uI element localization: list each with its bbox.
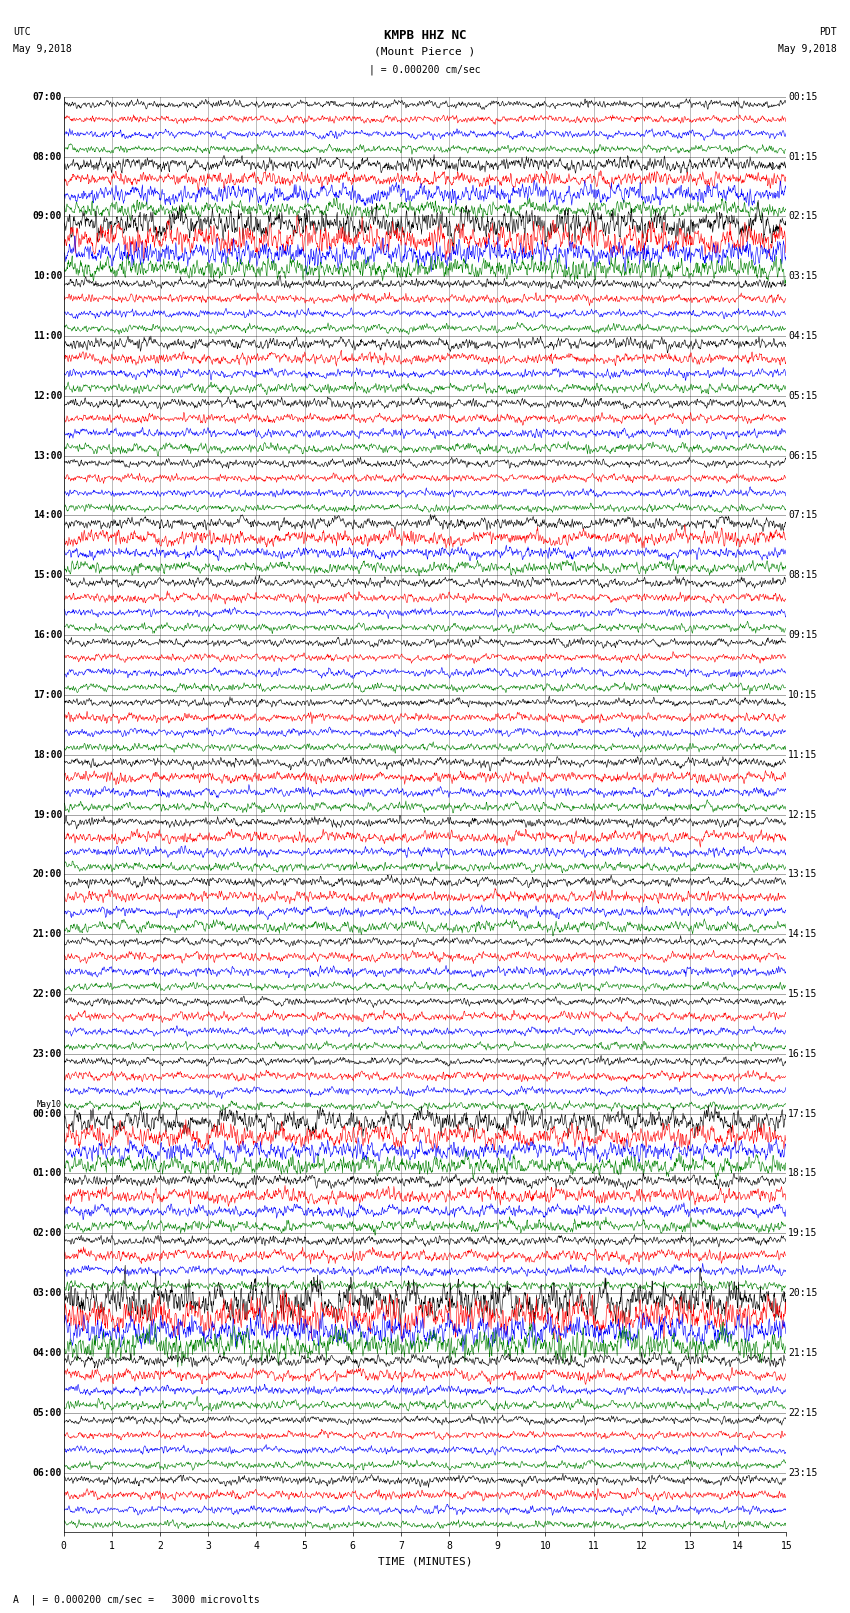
Text: 17:00: 17:00 xyxy=(32,690,62,700)
Text: 05:00: 05:00 xyxy=(32,1408,62,1418)
X-axis label: TIME (MINUTES): TIME (MINUTES) xyxy=(377,1557,473,1566)
Text: 19:15: 19:15 xyxy=(788,1227,818,1239)
Text: 13:00: 13:00 xyxy=(32,450,62,461)
Text: 06:15: 06:15 xyxy=(788,450,818,461)
Text: 14:15: 14:15 xyxy=(788,929,818,939)
Text: 18:15: 18:15 xyxy=(788,1168,818,1179)
Text: | = 0.000200 cm/sec: | = 0.000200 cm/sec xyxy=(369,65,481,76)
Text: 21:00: 21:00 xyxy=(32,929,62,939)
Text: PDT: PDT xyxy=(819,27,837,37)
Text: 12:15: 12:15 xyxy=(788,810,818,819)
Text: 09:15: 09:15 xyxy=(788,631,818,640)
Text: 11:00: 11:00 xyxy=(32,331,62,340)
Text: 00:15: 00:15 xyxy=(788,92,818,102)
Text: 03:00: 03:00 xyxy=(32,1289,62,1298)
Text: 03:15: 03:15 xyxy=(788,271,818,281)
Text: 07:00: 07:00 xyxy=(32,92,62,102)
Text: 08:15: 08:15 xyxy=(788,571,818,581)
Text: KMPB HHZ NC: KMPB HHZ NC xyxy=(383,29,467,42)
Text: 07:15: 07:15 xyxy=(788,510,818,521)
Text: 05:15: 05:15 xyxy=(788,390,818,402)
Text: A  | = 0.000200 cm/sec =   3000 microvolts: A | = 0.000200 cm/sec = 3000 microvolts xyxy=(13,1594,259,1605)
Text: 11:15: 11:15 xyxy=(788,750,818,760)
Text: 08:00: 08:00 xyxy=(32,152,62,161)
Text: 17:15: 17:15 xyxy=(788,1108,818,1119)
Text: 10:00: 10:00 xyxy=(32,271,62,281)
Text: 21:15: 21:15 xyxy=(788,1348,818,1358)
Text: 01:15: 01:15 xyxy=(788,152,818,161)
Text: 01:00: 01:00 xyxy=(32,1168,62,1179)
Text: 14:00: 14:00 xyxy=(32,510,62,521)
Text: (Mount Pierce ): (Mount Pierce ) xyxy=(374,47,476,56)
Text: 23:00: 23:00 xyxy=(32,1048,62,1058)
Text: May 9,2018: May 9,2018 xyxy=(13,44,71,53)
Text: UTC: UTC xyxy=(13,27,31,37)
Text: 22:00: 22:00 xyxy=(32,989,62,998)
Text: 20:00: 20:00 xyxy=(32,869,62,879)
Text: 04:00: 04:00 xyxy=(32,1348,62,1358)
Text: 23:15: 23:15 xyxy=(788,1468,818,1478)
Text: 00:00: 00:00 xyxy=(32,1108,62,1119)
Text: 13:15: 13:15 xyxy=(788,869,818,879)
Text: May10: May10 xyxy=(37,1100,62,1108)
Text: 12:00: 12:00 xyxy=(32,390,62,402)
Text: 20:15: 20:15 xyxy=(788,1289,818,1298)
Text: 02:15: 02:15 xyxy=(788,211,818,221)
Text: 15:15: 15:15 xyxy=(788,989,818,998)
Text: 19:00: 19:00 xyxy=(32,810,62,819)
Text: 04:15: 04:15 xyxy=(788,331,818,340)
Text: 02:00: 02:00 xyxy=(32,1227,62,1239)
Text: 22:15: 22:15 xyxy=(788,1408,818,1418)
Text: 16:15: 16:15 xyxy=(788,1048,818,1058)
Text: 18:00: 18:00 xyxy=(32,750,62,760)
Text: 06:00: 06:00 xyxy=(32,1468,62,1478)
Text: May 9,2018: May 9,2018 xyxy=(779,44,837,53)
Text: 16:00: 16:00 xyxy=(32,631,62,640)
Text: 15:00: 15:00 xyxy=(32,571,62,581)
Text: 09:00: 09:00 xyxy=(32,211,62,221)
Text: 10:15: 10:15 xyxy=(788,690,818,700)
